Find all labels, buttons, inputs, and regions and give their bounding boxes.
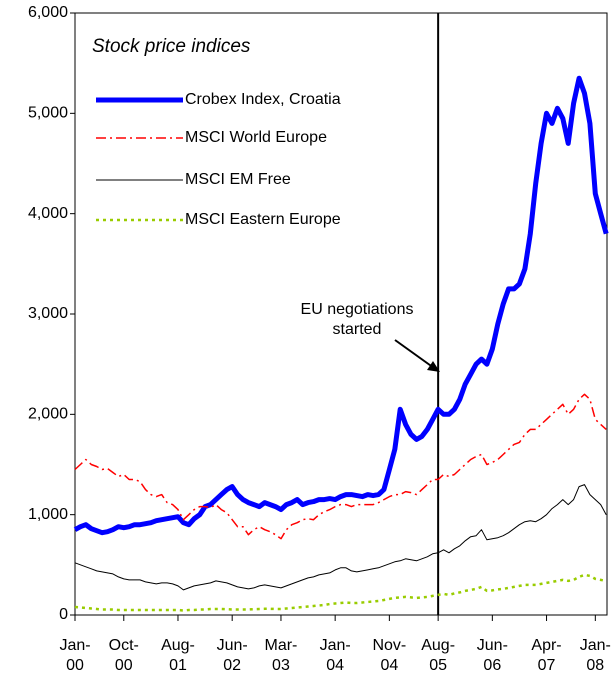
y-tick-label: 4,000 xyxy=(28,205,68,222)
arrow-head xyxy=(427,361,440,372)
legend-label: MSCI Eastern Europe xyxy=(185,211,341,228)
x-tick-label: Jan-08 xyxy=(579,637,611,674)
x-tick-label: Apr-07 xyxy=(531,637,562,674)
y-tick-label: 5,000 xyxy=(28,105,68,122)
y-tick-label: 3,000 xyxy=(28,305,68,322)
y-tick-label: 6,000 xyxy=(28,4,68,21)
x-tick-label: Aug-01 xyxy=(161,637,195,674)
x-tick-label: Jan-04 xyxy=(319,637,351,674)
series-line xyxy=(74,484,607,591)
series-line xyxy=(74,393,607,540)
legend-title: Stock price indices xyxy=(92,36,251,57)
legend-label: MSCI EM Free xyxy=(185,171,291,188)
x-tick-label: Jun-02 xyxy=(216,637,248,674)
legend-label: Crobex Index, Croatia xyxy=(185,91,341,108)
x-tick-label: Nov-04 xyxy=(372,637,407,674)
annotation-arrow xyxy=(394,339,435,369)
y-tick-label: 2,000 xyxy=(28,406,68,423)
y-tick-label: 0 xyxy=(59,606,68,623)
x-tick-label: Jun-06 xyxy=(476,637,508,674)
y-tick-label: 1,000 xyxy=(28,506,68,523)
x-tick-label: Aug-05 xyxy=(421,637,456,674)
legend-label: MSCI World Europe xyxy=(185,129,327,146)
x-tick-label: Mar-03 xyxy=(264,637,298,674)
x-tick-label: Oct-00 xyxy=(108,637,139,674)
annotation: EU negotiations started xyxy=(300,301,414,338)
x-tick-label: Jan-00 xyxy=(59,637,91,674)
series-line xyxy=(74,573,607,612)
series-line xyxy=(73,75,609,536)
